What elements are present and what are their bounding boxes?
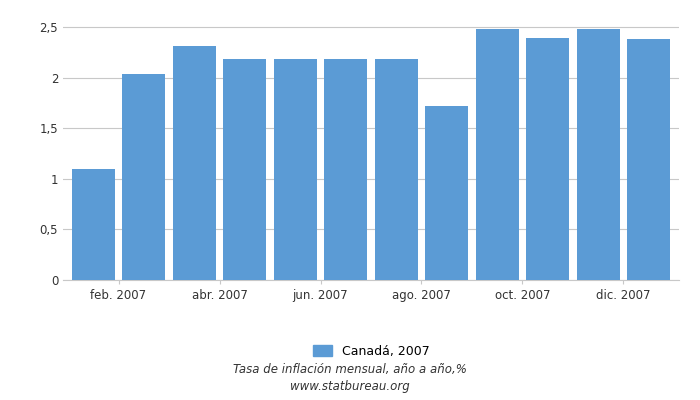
Text: www.statbureau.org: www.statbureau.org bbox=[290, 380, 410, 393]
Bar bbox=[122, 74, 165, 280]
Bar bbox=[526, 38, 569, 280]
Bar bbox=[223, 58, 266, 280]
Text: Tasa de inflación mensual, año a año,%: Tasa de inflación mensual, año a año,% bbox=[233, 364, 467, 376]
Bar bbox=[374, 58, 418, 280]
Bar bbox=[476, 29, 519, 280]
Legend: Canadá, 2007: Canadá, 2007 bbox=[308, 340, 434, 363]
Bar bbox=[426, 106, 468, 280]
Bar bbox=[627, 39, 670, 280]
Bar bbox=[274, 58, 316, 280]
Bar bbox=[324, 58, 368, 280]
Bar bbox=[72, 169, 115, 280]
Bar bbox=[173, 46, 216, 280]
Bar bbox=[577, 29, 620, 280]
